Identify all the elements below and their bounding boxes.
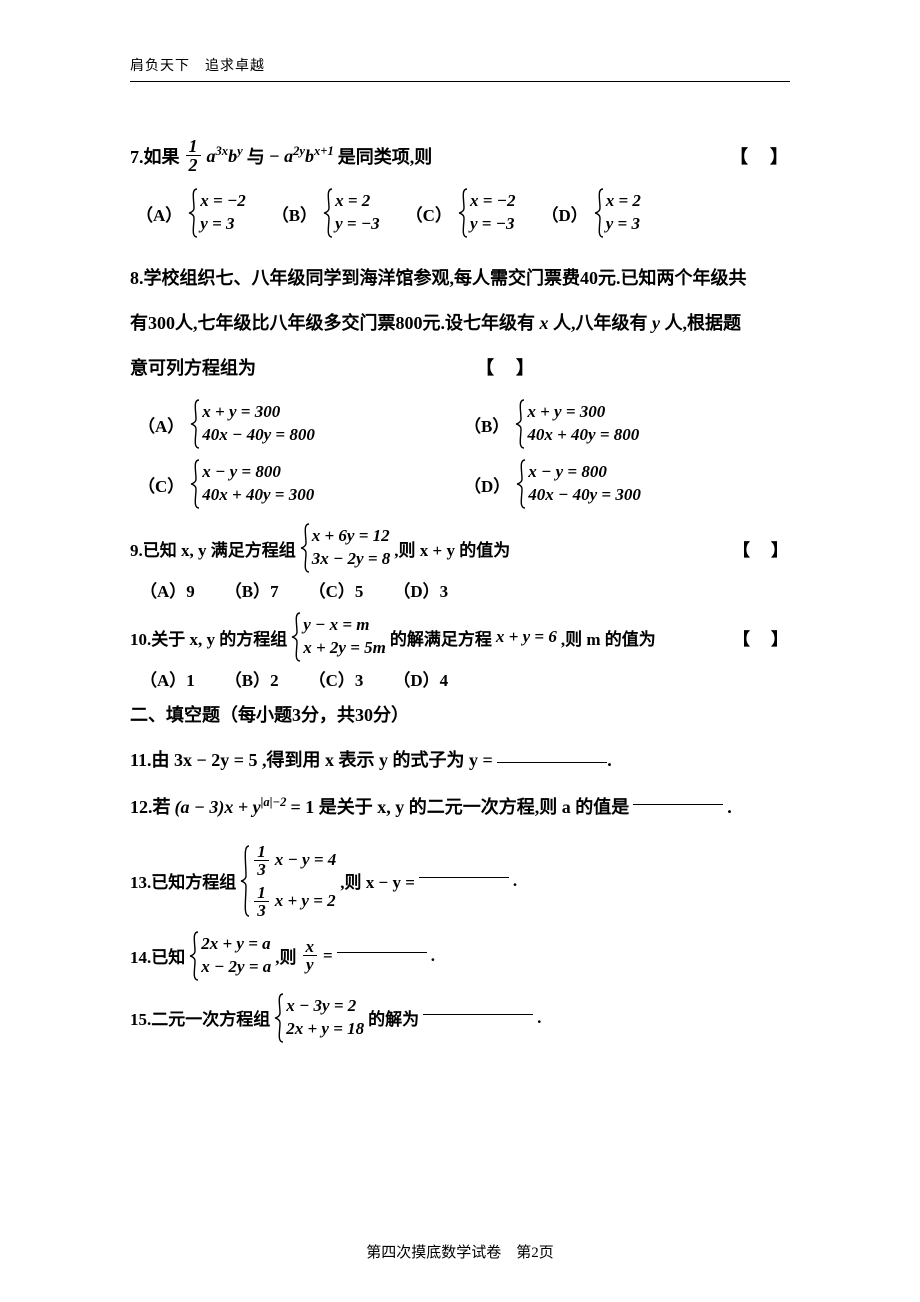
q7-blank: 【 】 — [730, 143, 790, 169]
q9-eq1: x + 6y = 12 — [312, 525, 391, 548]
q9-pre: 9.已知 x, y 满足方程组 — [130, 536, 296, 561]
q7-a-exp: 3x — [216, 144, 229, 158]
q8-opt-b: （B）x + y = 30040x + 40y = 800 — [464, 399, 790, 449]
q8-d-l2: 40x − 40y = 300 — [528, 484, 641, 507]
q10-stem: 10.关于 x, y 的方程组 y − x = mx + 2y = 5m 的解满… — [130, 612, 790, 662]
q8-a-l1: x + y = 300 — [202, 401, 315, 424]
q8-b-l2: 40x + 40y = 800 — [527, 424, 639, 447]
q8-d-l1: x − y = 800 — [528, 461, 641, 484]
q7-frac-n: 1 — [186, 137, 201, 156]
q7-stem: 7.如果 12 a3xby 与 − a2ybx+1 是同类项,则 【 】 — [130, 137, 790, 174]
q10-opt-a: （A）1 — [140, 666, 195, 691]
q7-pre: 7.如果 — [130, 143, 180, 169]
q10-opt-d: （D）4 — [393, 666, 448, 691]
q10-eq1: y − x = m — [303, 614, 386, 637]
q8-opt-d: （D）x − y = 80040x − 40y = 300 — [464, 459, 790, 509]
q8-b-l1: x + y = 300 — [527, 401, 639, 424]
q9-opt-a: （A）9 — [140, 577, 195, 602]
q7-b2-exp: x+1 — [314, 144, 334, 158]
q7-opt-d: （D）x = 2y = 3 — [541, 188, 640, 238]
q11: 11.由 3x − 2y = 5 ,得到用 x 表示 y 的式子为 y = . — [130, 737, 790, 784]
q9-stem: 9.已知 x, y 满足方程组 x + 6y = 123x − 2y = 8 ,… — [130, 523, 790, 573]
q10-blank: 【 】 — [733, 625, 790, 650]
q8-line3: 意可列方程组为【 】 — [130, 346, 790, 391]
q7-opt-a: （A）x = −2y = 3 — [136, 188, 246, 238]
q7-a-l1: x = −2 — [200, 190, 246, 213]
q14-blank — [337, 952, 427, 953]
q10-pre: 10.关于 x, y 的方程组 — [130, 625, 287, 650]
q8-c-l1: x − y = 800 — [202, 461, 314, 484]
q7-c-l2: y = −3 — [470, 213, 516, 236]
q10-opt-b: （B）2 — [225, 666, 279, 691]
q8-line1: 8.学校组织七、八年级同学到海洋馆参观,每人需交门票费40元.已知两个年级共 — [130, 256, 790, 301]
q7-b2: b — [305, 146, 314, 166]
q12: 12.若 (a − 3)x + y|a|−2 = 1 是关于 x, y 的二元一… — [130, 784, 790, 831]
q10-opt-c: （C）3 — [309, 666, 364, 691]
q7-mid: 与 — [247, 143, 265, 169]
q8-a-l2: 40x − 40y = 800 — [202, 424, 315, 447]
q8-blank: 【 】 — [476, 346, 536, 391]
q7-options: （A）x = −2y = 3 （B）x = 2y = −3 （C）x = −2y… — [136, 188, 790, 238]
q7-a-l2: y = 3 — [200, 213, 246, 236]
q15: 15.二元一次方程组 x − 3y = 22x + y = 18 的解为. — [130, 993, 790, 1043]
q10-post1: 的解满足方程 — [390, 625, 492, 650]
q7-a: a — [207, 146, 216, 166]
q7-frac-d: 2 — [186, 156, 201, 174]
q7-a2: − a — [269, 146, 293, 166]
q9-post: ,则 x + y 的值为 — [394, 536, 510, 561]
q10-cond: x + y = 6 — [496, 627, 557, 647]
q13-blank — [419, 877, 509, 878]
q9-opt-c: （C）5 — [309, 577, 364, 602]
q11-blank — [497, 762, 607, 763]
q7-b-l1: x = 2 — [335, 190, 380, 213]
q14: 14.已知 2x + y = ax − 2y = a ,则 xy = . — [130, 931, 790, 981]
q7-b-l2: y = −3 — [335, 213, 380, 236]
q7-b: b — [228, 146, 237, 166]
q8-c-l2: 40x + 40y = 300 — [202, 484, 314, 507]
page-footer: 第四次摸底数学试卷 第2页 — [0, 1241, 920, 1262]
q7-post: 是同类项,则 — [338, 143, 433, 169]
q13: 13.已知方程组 13x − y = 4 13x + y = 2 ,则 x − … — [130, 845, 790, 917]
page-header: 肩负天下 追求卓越 — [130, 55, 790, 82]
q8-options: （A）x + y = 30040x − 40y = 800 （B）x + y =… — [138, 399, 790, 509]
q9-opt-d: （D）3 — [393, 577, 448, 602]
q15-blank — [423, 1014, 533, 1015]
q7-opt-c: （C）x = −2y = −3 — [406, 188, 516, 238]
q10-eq2: x + 2y = 5m — [303, 637, 386, 660]
q12-blank — [633, 804, 723, 805]
q8-opt-a: （A）x + y = 30040x − 40y = 800 — [138, 399, 464, 449]
q9-eq2: 3x − 2y = 8 — [312, 548, 391, 571]
q7-c-l1: x = −2 — [470, 190, 516, 213]
q9-options: （A）9 （B）7 （C）5 （D）3 — [140, 577, 790, 602]
q7-d-l1: x = 2 — [606, 190, 641, 213]
q7-a2-exp: 2y — [293, 144, 305, 158]
q9-opt-b: （B）7 — [225, 577, 279, 602]
q7-d-l2: y = 3 — [606, 213, 641, 236]
q7-opt-b: （B）x = 2y = −3 — [272, 188, 380, 238]
q10-post2: ,则 m 的值为 — [561, 625, 656, 650]
q8-opt-c: （C）x − y = 80040x + 40y = 300 — [138, 459, 464, 509]
q8-line2: 有300人,七年级比八年级多交门票800元.设七年级有 x 人,八年级有 y 人… — [130, 301, 790, 346]
section-2-title: 二、填空题（每小题3分，共30分） — [130, 701, 790, 727]
q10-options: （A）1 （B）2 （C）3 （D）4 — [140, 666, 790, 691]
q7-b-exp: y — [237, 144, 243, 158]
q9-blank: 【 】 — [733, 536, 790, 561]
